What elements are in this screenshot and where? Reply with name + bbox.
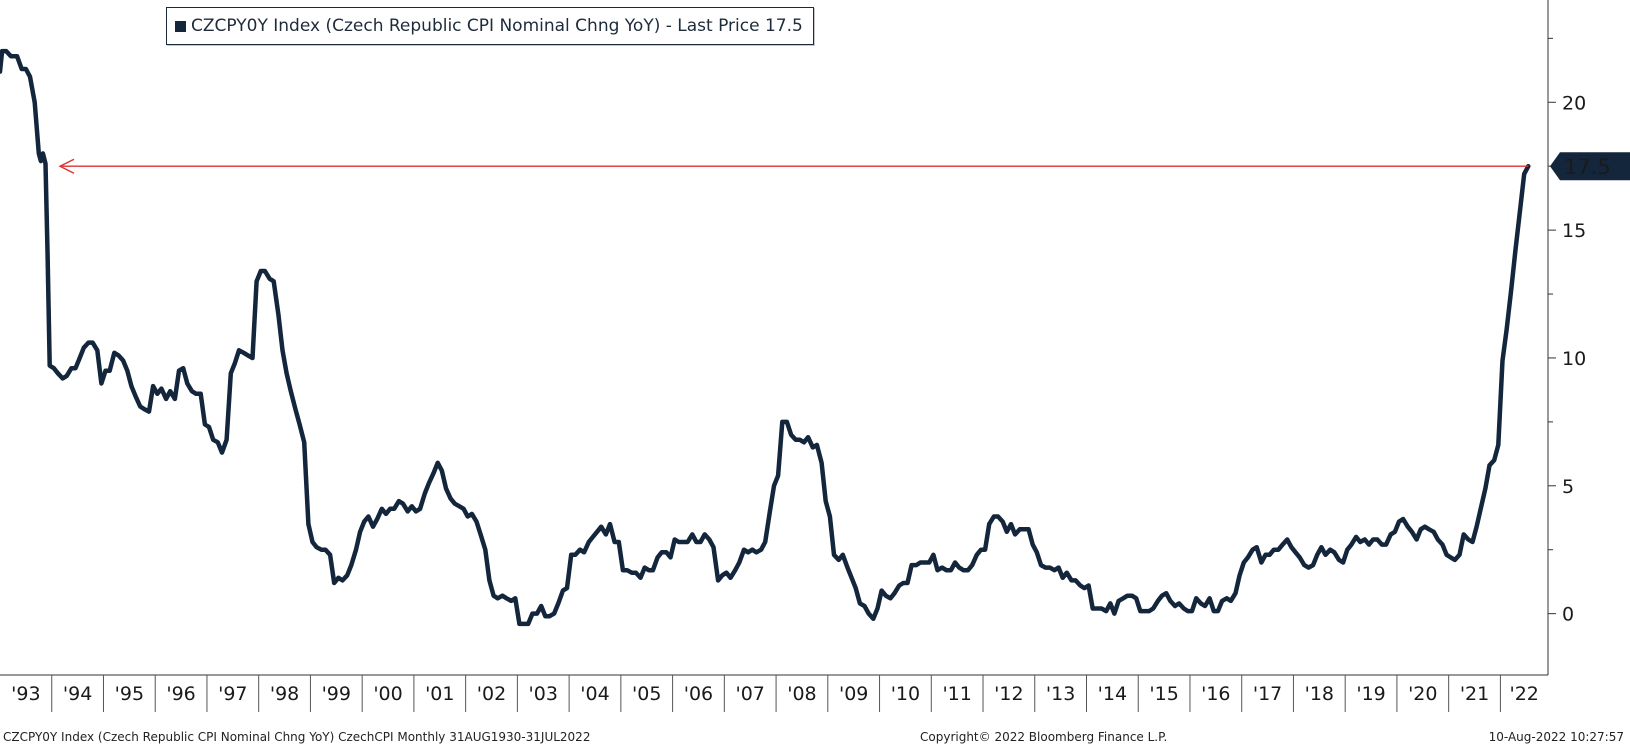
- x-tick-label: '17: [1253, 683, 1282, 705]
- x-tick-label: '96: [166, 683, 195, 705]
- y-tick-label: 0: [1562, 604, 1574, 626]
- y-tick-label: 15: [1562, 220, 1586, 242]
- x-tick-label: '16: [1201, 683, 1230, 705]
- last-price-arrow: [58, 158, 75, 174]
- reference-line-layer: [58, 158, 1529, 174]
- x-tick-label: '00: [373, 683, 402, 705]
- x-tick-label: '02: [477, 683, 506, 705]
- legend: CZCPY0Y Index (Czech Republic CPI Nomina…: [166, 7, 814, 45]
- x-tick-label: '14: [1098, 683, 1127, 705]
- y-tick-label: 10: [1562, 348, 1586, 370]
- x-tick-label: '09: [839, 683, 868, 705]
- x-tick-label: '19: [1356, 683, 1385, 705]
- footer-series-info: CZCPY0Y Index (Czech Republic CPI Nomina…: [3, 730, 591, 744]
- footer-timestamp: 10-Aug-2022 10:27:57: [1488, 730, 1624, 744]
- x-tick-label: '98: [270, 683, 299, 705]
- y-axis: 0 5 10 15 20: [1547, 0, 1586, 675]
- x-tick-label: '97: [218, 683, 247, 705]
- x-tick-label: '93: [11, 683, 40, 705]
- x-tick-label: '99: [322, 683, 351, 705]
- x-tick-label: '94: [63, 683, 92, 705]
- x-axis: '93 '94 '95 '96 '97 '98 '99 '00 '01 '02 '03 '04 '05 '…: [0, 674, 1548, 712]
- x-tick-label: '08: [787, 683, 816, 705]
- x-tick-label: '15: [1149, 683, 1178, 705]
- x-tick-label: '04: [580, 683, 609, 705]
- x-tick-label: '18: [1305, 683, 1334, 705]
- last-price-badge: [1550, 152, 1630, 181]
- x-tick-label: '06: [684, 683, 713, 705]
- footer-copyright: Copyright© 2022 Bloomberg Finance L.P.: [920, 730, 1168, 744]
- legend-swatch: [175, 20, 186, 32]
- x-tick-label: '07: [735, 683, 764, 705]
- series-line-0: [0, 48, 1531, 627]
- y-tick-label: 20: [1562, 92, 1586, 114]
- legend-label: CZCPY0Y Index (Czech Republic CPI Nomina…: [191, 16, 803, 36]
- x-tick-label: '05: [632, 683, 661, 705]
- x-tick-label: '01: [425, 683, 454, 705]
- x-tick-label: '21: [1460, 683, 1489, 705]
- x-tick-label: '12: [994, 683, 1023, 705]
- x-tick-label: '20: [1408, 683, 1437, 705]
- x-tick-label: '03: [529, 683, 558, 705]
- plot-area: [0, 48, 1531, 627]
- x-tick-label: '11: [942, 683, 971, 705]
- last-price-label: 17.5: [1564, 155, 1611, 179]
- last-price-marker: 17.5: [1550, 152, 1630, 181]
- x-tick-label: '10: [891, 683, 920, 705]
- y-tick-label: 5: [1562, 476, 1574, 498]
- x-tick-label: '22: [1509, 683, 1538, 705]
- x-tick-label: '95: [115, 683, 144, 705]
- x-tick-label: '13: [1046, 683, 1075, 705]
